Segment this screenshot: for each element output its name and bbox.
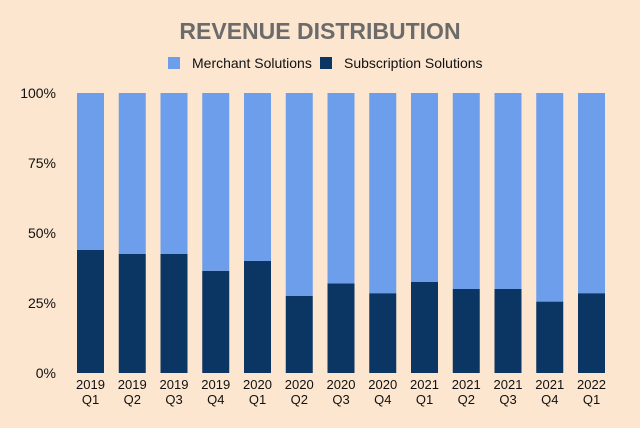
bar-segment: [536, 301, 564, 373]
bar-segment: [536, 93, 564, 302]
bar-stack: [77, 93, 104, 373]
bar-segment: [411, 282, 438, 373]
legend-item-0: Merchant Solutions: [168, 55, 312, 71]
x-tick-label: 2022 Q1: [577, 377, 606, 407]
bar-segment: [494, 93, 522, 289]
bar-stack: [118, 93, 146, 373]
y-tick-label: 50%: [28, 225, 56, 241]
bar-segment: [202, 93, 230, 271]
x-tick-label: 2020 Q2: [285, 377, 314, 407]
y-axis: 0% 25% 50% 75% 100%: [20, 85, 56, 381]
x-tick-label: 2020 Q1: [243, 377, 272, 407]
bar-segment: [327, 283, 355, 373]
x-tick-label: 2019 Q2: [118, 377, 147, 407]
x-tick-label: 2020 Q3: [327, 377, 356, 407]
bar-stack: [327, 93, 355, 373]
bar-stack: [452, 93, 480, 373]
legend-label: Subscription Solutions: [344, 55, 483, 71]
legend-label: Merchant Solutions: [192, 55, 312, 71]
bar-segment: [411, 93, 438, 282]
x-axis: 2019 Q1 2019 Q2 2019 Q3 2019 Q4 2020 Q1 2020 Q2 2020…: [76, 377, 606, 407]
bar-stack: [202, 93, 230, 373]
bar-segment: [452, 93, 480, 289]
legend-item-1: Subscription Solutions: [320, 55, 483, 71]
x-tick-label: 2019 Q3: [160, 377, 189, 407]
bar-stack: [536, 93, 564, 373]
bar-segment: [160, 93, 188, 254]
bar-segment: [285, 93, 313, 296]
bar-segment: [118, 254, 146, 373]
bar-stack: [160, 93, 188, 373]
x-tick-label: 2021 Q2: [452, 377, 481, 407]
legend-swatch: [168, 57, 180, 69]
bar-stack: [411, 93, 438, 373]
bar-segment: [244, 261, 271, 373]
x-tick-label: 2019 Q4: [201, 377, 230, 407]
y-tick-label: 25%: [28, 295, 56, 311]
x-tick-label: 2020 Q4: [368, 377, 397, 407]
bar-segment: [285, 296, 313, 373]
bar-segment: [77, 93, 104, 250]
bar-segment: [452, 289, 480, 373]
bar-segment: [369, 293, 397, 373]
bar-stack: [285, 93, 313, 373]
x-tick-label: 2021 Q4: [535, 377, 564, 407]
bar-stack: [369, 93, 397, 373]
bar-segment: [118, 93, 146, 254]
bar-segment: [369, 93, 397, 294]
bar-segment: [494, 289, 522, 373]
x-tick-label: 2021 Q3: [494, 377, 523, 407]
y-tick-label: 100%: [20, 85, 56, 101]
bar-segment: [77, 249, 104, 373]
y-tick-label: 75%: [28, 155, 56, 171]
legend-swatch: [320, 57, 332, 69]
bar-stack: [578, 93, 605, 373]
bar-segment: [578, 93, 605, 294]
plot-area: [77, 93, 605, 373]
bar-segment: [202, 270, 230, 373]
bar-stack: [494, 93, 522, 373]
x-tick-label: 2019 Q1: [76, 377, 105, 407]
x-tick-label: 2021 Q1: [410, 377, 439, 407]
bar-segment: [327, 93, 355, 284]
bar-segment: [244, 93, 271, 261]
bar-stack: [244, 93, 271, 373]
chart-title: REVENUE DISTRIBUTION: [179, 18, 460, 44]
bar-segment: [578, 293, 605, 373]
legend: Merchant Solutions Subscription Solutions: [168, 55, 483, 71]
y-tick-label: 0%: [36, 365, 56, 381]
bar-segment: [160, 254, 188, 373]
